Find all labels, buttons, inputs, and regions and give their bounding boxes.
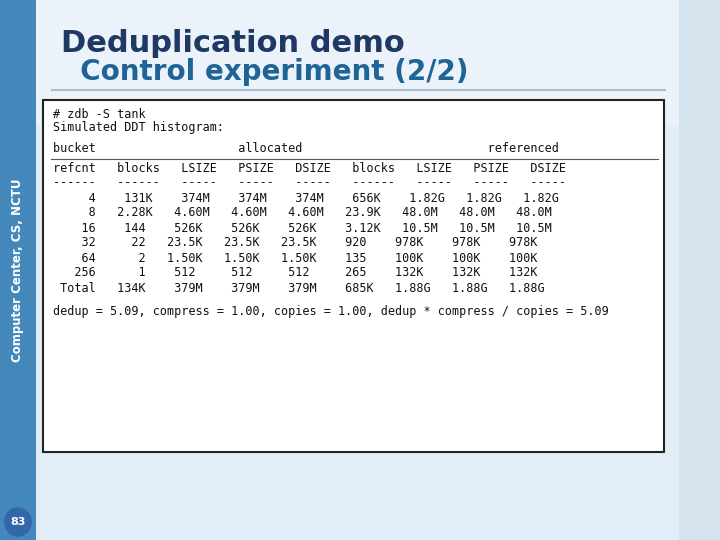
Text: 83: 83 — [10, 517, 26, 527]
Text: dedup = 5.09, compress = 1.00, copies = 1.00, dedup * compress / copies = 5.09: dedup = 5.09, compress = 1.00, copies = … — [53, 306, 608, 319]
Circle shape — [5, 508, 31, 536]
Text: # zdb -S tank: # zdb -S tank — [53, 107, 145, 120]
Text: 32     22   23.5K   23.5K   23.5K    920    978K    978K    978K: 32 22 23.5K 23.5K 23.5K 920 978K 978K 97… — [53, 237, 537, 249]
Text: Deduplication demo: Deduplication demo — [61, 29, 405, 57]
FancyBboxPatch shape — [36, 0, 679, 540]
Text: refcnt   blocks   LSIZE   PSIZE   DSIZE   blocks   LSIZE   PSIZE   DSIZE: refcnt blocks LSIZE PSIZE DSIZE blocks L… — [53, 161, 566, 174]
Text: Computer Center, CS, NCTU: Computer Center, CS, NCTU — [12, 178, 24, 362]
Text: 256      1    512     512     512     265    132K    132K    132K: 256 1 512 512 512 265 132K 132K 132K — [53, 267, 537, 280]
Text: ------   ------   -----   -----   -----   ------   -----   -----   -----: ------ ------ ----- ----- ----- ------ -… — [53, 176, 566, 188]
Text: 8   2.28K   4.60M   4.60M   4.60M   23.9K   48.0M   48.0M   48.0M: 8 2.28K 4.60M 4.60M 4.60M 23.9K 48.0M 48… — [53, 206, 552, 219]
FancyBboxPatch shape — [36, 0, 679, 125]
Text: bucket                    allocated                          referenced: bucket allocated referenced — [53, 143, 559, 156]
Text: Control experiment (2/2): Control experiment (2/2) — [61, 58, 469, 86]
Text: 16    144    526K    526K    526K    3.12K   10.5M   10.5M   10.5M: 16 144 526K 526K 526K 3.12K 10.5M 10.5M … — [53, 221, 552, 234]
FancyBboxPatch shape — [0, 0, 36, 540]
FancyBboxPatch shape — [43, 100, 664, 452]
Text: Simulated DDT histogram:: Simulated DDT histogram: — [53, 122, 224, 134]
Text: 64      2   1.50K   1.50K   1.50K    135    100K    100K    100K: 64 2 1.50K 1.50K 1.50K 135 100K 100K 100… — [53, 252, 537, 265]
Text: Total   134K    379M    379M    379M    685K   1.88G   1.88G   1.88G: Total 134K 379M 379M 379M 685K 1.88G 1.8… — [53, 281, 544, 294]
Text: 4    131K    374M    374M    374M    656K    1.82G   1.82G   1.82G: 4 131K 374M 374M 374M 656K 1.82G 1.82G 1… — [53, 192, 559, 205]
